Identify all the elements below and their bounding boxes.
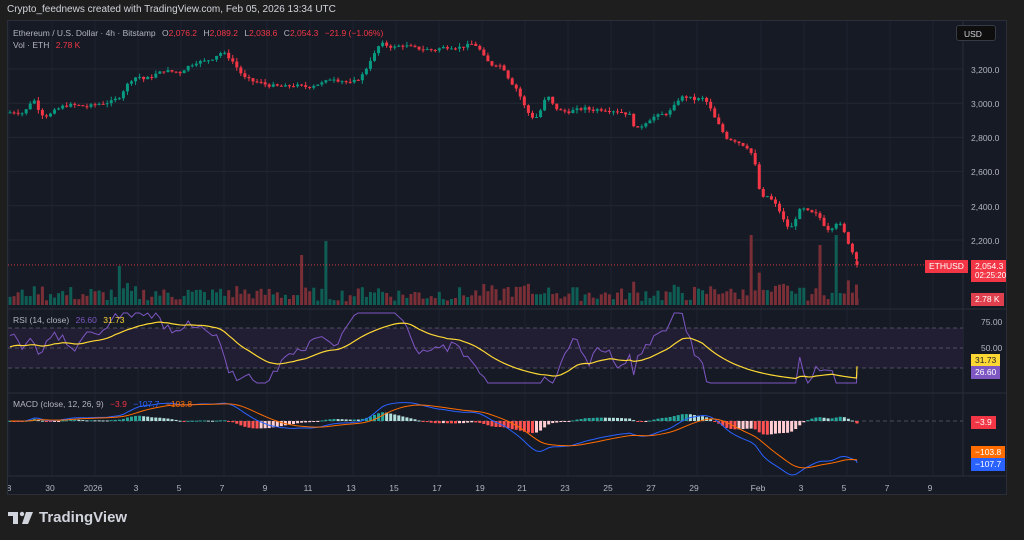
rsi-label[interactable]: RSI (14, close) bbox=[13, 315, 70, 325]
low-value: 2,038.6 bbox=[249, 28, 278, 38]
last-price: 2,054.3 bbox=[975, 261, 1004, 271]
open-label: O bbox=[162, 28, 169, 38]
time-axis-label: 7 bbox=[884, 483, 890, 493]
price-axis-label: 2,800.0 bbox=[971, 133, 1000, 143]
time-axis-label: 25 bbox=[603, 483, 613, 493]
time-axis-label: 23 bbox=[560, 483, 570, 493]
rsi-legend: RSI (14, close) 26.60 31.73 bbox=[13, 315, 125, 325]
rsi-axis-label: 50.00 bbox=[981, 343, 1003, 353]
low-label: L bbox=[244, 28, 250, 38]
chart-frame[interactable]: Ethereum / U.S. Dollar · 4h · Bitstamp O… bbox=[7, 20, 1007, 495]
volume-label[interactable]: Vol · ETH bbox=[13, 40, 50, 50]
symbol-price-tag: ETHUSD bbox=[925, 260, 968, 273]
macd-hist-tag: −3.9 bbox=[971, 416, 996, 429]
macd-label[interactable]: MACD (close, 12, 26, 9) bbox=[13, 399, 104, 409]
volume-value: 2.78 K bbox=[55, 40, 81, 50]
time-axis-label: Feb bbox=[750, 483, 766, 493]
price-axis-label: 3,000.0 bbox=[971, 99, 1000, 109]
time-axis-label: 5 bbox=[841, 483, 847, 493]
last-price-tag: 2,054.3 02:25:20 bbox=[971, 260, 1007, 282]
macd-signal-value: −103.8 bbox=[165, 399, 193, 409]
tradingview-logo-icon bbox=[8, 511, 33, 524]
close-label: C bbox=[283, 28, 290, 38]
time-axis-label: 13 bbox=[346, 483, 356, 493]
tradingview-wordmark: TradingView bbox=[39, 509, 128, 526]
time-axis-label: 21 bbox=[517, 483, 527, 493]
symbol-title[interactable]: Ethereum / U.S. Dollar · 4h · Bitstamp bbox=[13, 28, 156, 38]
time-axis-label: 3 bbox=[133, 483, 139, 493]
price-axis-label: 2,200.0 bbox=[971, 236, 1000, 246]
price-axis-label: 2,400.0 bbox=[971, 202, 1000, 212]
chart-caption: Crypto_feednews created with TradingView… bbox=[7, 4, 336, 15]
macd-line-value: −107.7 bbox=[133, 399, 160, 409]
currency-button[interactable]: USD bbox=[956, 25, 996, 41]
rsi-axis-label: 75.00 bbox=[981, 317, 1003, 327]
price-axis-label: 3,200.0 bbox=[971, 65, 1000, 75]
rsi-value: 26.60 bbox=[75, 315, 97, 325]
tradingview-logo[interactable]: TradingView bbox=[8, 509, 127, 526]
time-axis-label: 11 bbox=[303, 483, 313, 493]
time-axis-label: 3 bbox=[798, 483, 804, 493]
time-axis-label: 15 bbox=[389, 483, 399, 493]
symbol-legend: Ethereum / U.S. Dollar · 4h · Bitstamp O… bbox=[13, 28, 383, 38]
rsi-ma-value: 31.73 bbox=[103, 315, 125, 325]
time-axis-label: 2026 bbox=[83, 483, 103, 493]
time-axis-label: 8 bbox=[7, 483, 12, 493]
bar-countdown: 02:25:20 bbox=[975, 271, 1007, 280]
time-axis-label: 17 bbox=[432, 483, 442, 493]
rsi-ma-tag: 31.73 bbox=[971, 354, 1001, 367]
high-label: H bbox=[203, 28, 210, 38]
time-axis-label: 29 bbox=[689, 483, 699, 493]
macd-hist-value: −3.9 bbox=[110, 399, 127, 409]
volume-legend: Vol · ETH 2.78 K bbox=[13, 40, 80, 50]
close-value: 2,054.3 bbox=[289, 28, 319, 38]
price-axis-label: 2,600.0 bbox=[971, 167, 1000, 177]
macd-signal-tag: −103.8 bbox=[971, 446, 1006, 459]
time-axis-label: 9 bbox=[262, 483, 268, 493]
macd-legend: MACD (close, 12, 26, 9) −3.9 −107.7 −103… bbox=[13, 399, 192, 409]
rsi-tag: 26.60 bbox=[971, 366, 1001, 379]
time-axis-label: 5 bbox=[176, 483, 182, 493]
time-axis-label: 30 bbox=[45, 483, 55, 493]
change-value: −21.9 (−1.06%) bbox=[324, 28, 384, 38]
time-axis-label: 9 bbox=[927, 483, 933, 493]
macd-line-tag: −107.7 bbox=[971, 458, 1006, 471]
open-value: 2,076.2 bbox=[168, 28, 198, 38]
time-axis-label: 19 bbox=[475, 483, 485, 493]
chart-canvas[interactable] bbox=[8, 21, 1007, 495]
time-axis-label: 7 bbox=[219, 483, 225, 493]
time-axis-label: 27 bbox=[646, 483, 656, 493]
volume-tag: 2.78 K bbox=[971, 293, 1004, 306]
high-value: 2,089.2 bbox=[209, 28, 238, 38]
